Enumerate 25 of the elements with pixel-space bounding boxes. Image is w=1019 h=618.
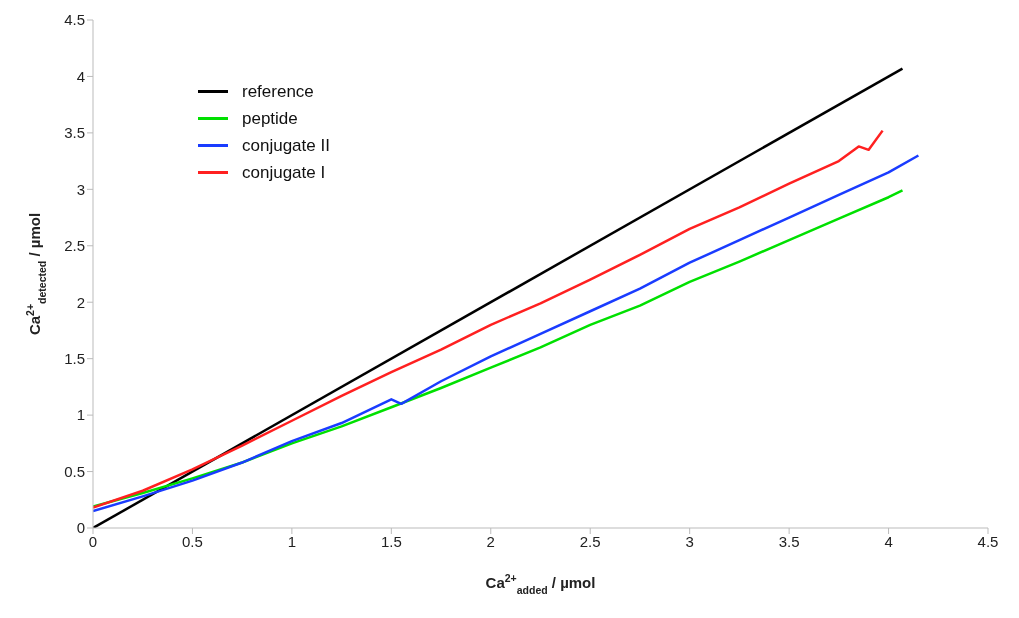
x-tick-label: 0 [88, 532, 98, 550]
y-tick-label: 1.5 [64, 349, 85, 367]
x-tick-label: 2 [486, 532, 495, 550]
legend-label: peptide [242, 108, 298, 129]
x-tick-label: 3.5 [778, 532, 800, 550]
y-tick-label: 2 [76, 293, 85, 311]
y-tick-label: 3.5 [64, 124, 85, 142]
y-tick-label: 0.5 [64, 462, 85, 480]
legend-label: conjugate I [242, 162, 326, 183]
x-tick-label: 1 [287, 532, 297, 550]
x-axis-title: Ca$^{2+}$$_{added}$ / µmol [485, 572, 596, 596]
x-tick-label: 2.5 [579, 532, 601, 550]
y-tick-label: 2.5 [64, 237, 85, 255]
y-tick-label: 4.5 [64, 11, 85, 29]
legend-label: conjugate II [242, 135, 330, 156]
x-tick-label: 1.5 [380, 532, 402, 550]
y-tick-label: 0 [76, 519, 85, 537]
x-tick-label: 4.5 [977, 532, 999, 550]
y-tick-label: 3 [76, 180, 85, 198]
x-tick-label: 3 [685, 532, 694, 550]
y-tick-label: 4 [76, 67, 85, 85]
legend-label: reference [242, 81, 314, 102]
y-tick-label: 1 [76, 406, 85, 424]
x-tick-label: 4 [884, 532, 893, 550]
x-tick-label: 0.5 [182, 532, 203, 550]
